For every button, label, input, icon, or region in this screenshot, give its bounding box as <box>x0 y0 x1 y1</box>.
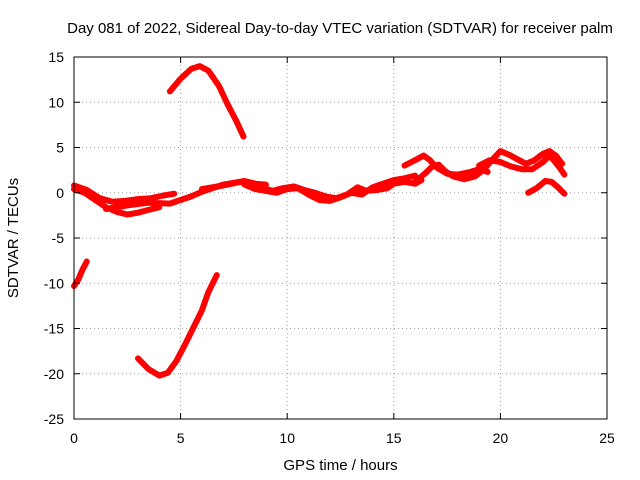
series-line-arc-7 <box>198 177 425 202</box>
y-tick-label: -25 <box>44 411 64 427</box>
x-tick-label: 0 <box>70 430 78 446</box>
series-line-arc-11 <box>476 152 568 178</box>
axes: 0 5 10 15 20 25 -25 -20 -15 -10 -5 0 5 10 15 <box>44 49 615 446</box>
y-tick-label: -20 <box>44 366 64 382</box>
x-tick-label: 10 <box>279 430 295 446</box>
series-line-arc-1 <box>166 63 247 140</box>
y-axis-label: SDTVAR / TECUs <box>5 178 22 298</box>
x-tick-label: 5 <box>177 430 185 446</box>
series-line-arc-4 <box>71 186 163 218</box>
y-tick-label: -5 <box>52 230 65 246</box>
series-line-arc-2 <box>71 258 90 289</box>
y-tick-label: -10 <box>44 275 64 291</box>
grid <box>74 57 607 419</box>
series-line-arc-12 <box>525 178 568 197</box>
x-tick-label: 20 <box>493 430 509 446</box>
y-tick-label: 15 <box>48 49 64 65</box>
y-tick-label: -15 <box>44 321 64 337</box>
x-tick-label: 25 <box>599 430 615 446</box>
x-axis-label: GPS time / hours <box>283 457 397 474</box>
series-line-arc-8 <box>241 172 419 204</box>
plot-frame <box>73 56 608 420</box>
y-tick-label: 0 <box>56 185 64 201</box>
chart-title: Day 081 of 2022, Sidereal Day-to-day VTE… <box>67 20 613 37</box>
y-tick-label: 10 <box>48 94 64 110</box>
series-group <box>71 63 568 379</box>
x-tick-label: 15 <box>386 430 402 446</box>
series-line-arc-5 <box>71 182 178 205</box>
y-tick-label: 5 <box>56 140 64 156</box>
series-line-arc-3 <box>135 272 220 379</box>
